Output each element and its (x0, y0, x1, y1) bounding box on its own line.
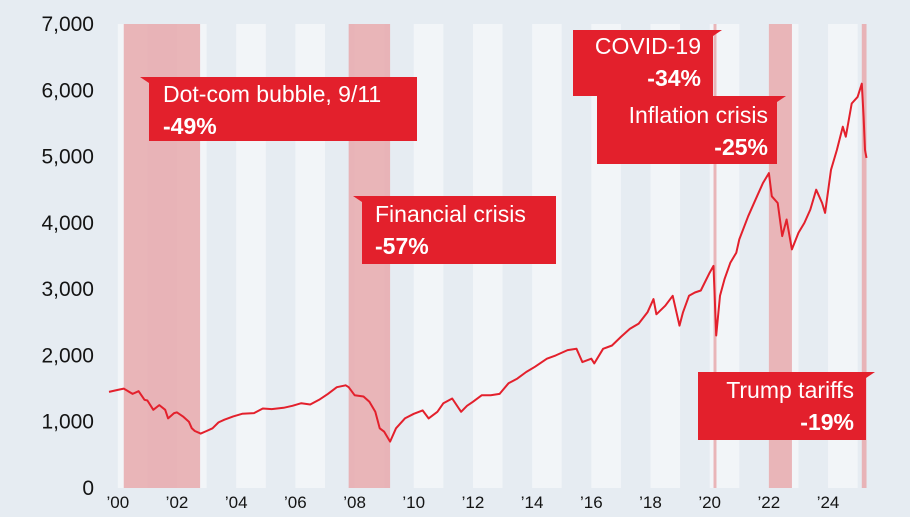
annotation-value: -34% (647, 65, 701, 91)
y-tick-label: 6,000 (41, 79, 94, 102)
x-tick-label: ’22 (758, 493, 781, 512)
annotation-notch (713, 30, 722, 36)
x-tick-label: ’04 (225, 493, 248, 512)
x-tick-label: ’24 (817, 493, 840, 512)
annotation-background (597, 96, 777, 164)
annotation-notch (140, 77, 149, 83)
annotation-value: -49% (163, 113, 217, 139)
annotation-background (362, 196, 556, 264)
index-line (108, 82, 868, 443)
annotation-notch (777, 96, 786, 102)
x-tick-label: ’02 (166, 493, 189, 512)
annotation-label: Dot-com bubble, 9/11 (163, 81, 381, 107)
annotation-background (573, 30, 713, 96)
x-tick-label: ’16 (580, 493, 603, 512)
y-tick-label: 4,000 (41, 212, 94, 235)
crisis-shade (713, 24, 717, 488)
annotation-background (698, 372, 866, 440)
annotation-label: Trump tariffs (726, 377, 854, 403)
x-tick-label: ’18 (639, 493, 662, 512)
annotation-notch (353, 196, 362, 202)
annotation-value: -19% (800, 409, 854, 435)
x-tick-label: ’06 (284, 493, 307, 512)
annotation-label: Inflation crisis (629, 102, 768, 128)
annotation-box: Trump tariffs -19% (698, 372, 875, 440)
x-tick-label: ’20 (698, 493, 721, 512)
annotation-box: Inflation crisis -25% (597, 96, 786, 164)
annotation-box: COVID-19 -34% (573, 30, 722, 96)
y-tick-label: 1,000 (41, 411, 94, 434)
x-tick-label: ’10 (402, 493, 425, 512)
x-tick-label: ’14 (521, 493, 544, 512)
annotation-label: Financial crisis (375, 201, 526, 227)
x-tick-label: ’12 (462, 493, 485, 512)
annotation-value: -57% (375, 233, 429, 259)
x-axis: ’00 ’02 ’04 ’06 ’08 ’10 ’12 ’14 ’16 ’18 ’20 ’22 ’24 (106, 493, 839, 512)
y-tick-label: 0 (82, 477, 94, 500)
annotation-box: Financial crisis -57% (353, 196, 556, 264)
crisis-annotations: Dot-com bubble, 9/11 -49% Financial crisis… (140, 30, 875, 440)
annotation-notch (866, 372, 875, 378)
annotation-box: Dot-com bubble, 9/11 -49% (140, 77, 417, 141)
x-tick-label: ’08 (343, 493, 366, 512)
y-axis: 0 1,000 2,000 3,000 4,000 5,000 6,000 7,000 (41, 13, 94, 500)
annotation-background (149, 77, 417, 141)
annotation-value: -25% (714, 134, 768, 160)
y-tick-label: 3,000 (41, 278, 94, 301)
y-tick-label: 5,000 (41, 146, 94, 169)
y-tick-label: 7,000 (41, 13, 94, 36)
y-tick-label: 2,000 (41, 344, 94, 367)
annotation-label: COVID-19 (595, 33, 701, 59)
x-tick-label: ’00 (106, 493, 129, 512)
crisis-shade (861, 24, 867, 488)
